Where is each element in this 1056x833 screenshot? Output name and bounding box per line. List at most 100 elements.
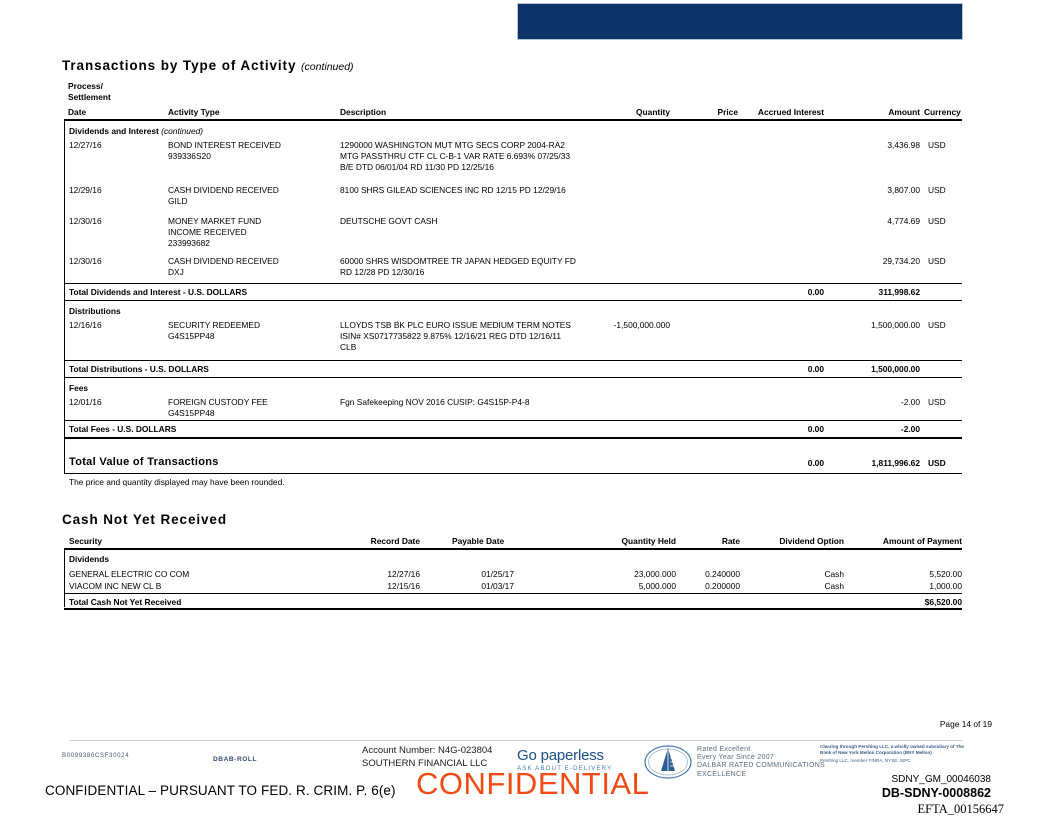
group-total-rule-top — [64, 283, 962, 284]
cnyr-amount-of-payment: 1,000.00 — [929, 581, 962, 591]
row-activity-line: G4S15PP48 — [168, 408, 215, 418]
row-activity-line: CASH DIVIDEND RECEIVED — [168, 185, 279, 195]
fees-total-rule-bottom — [64, 437, 962, 439]
legal-notice: CONFIDENTIAL – PURSUANT TO FED. R. CRIM.… — [45, 783, 396, 798]
dalbar-line-2: Every Year Since 2007 — [697, 754, 775, 762]
row-description-line: LLOYDS TSB BK PLC EURO ISSUE MEDIUM TERM… — [340, 320, 571, 330]
cnyr-record-date: 12/15/16 — [387, 581, 420, 591]
dalbar-line-4: EXCELLENCE — [697, 770, 747, 778]
bates-number-1: SDNY_GM_00046038 — [891, 774, 991, 785]
header-description: Description — [340, 107, 387, 117]
group-total-accrued: 0.00 — [807, 364, 824, 374]
group-total-rule-bottom — [64, 300, 962, 301]
grand-total-label: Total Value of Transactions — [69, 456, 219, 468]
bates-number-2: DB-SDNY-0008862 — [881, 786, 991, 800]
go-paperless-subtitle: ASK ABOUT E-DELIVERY — [517, 765, 613, 772]
cnyr-total-rule-bottom — [64, 608, 962, 610]
row-amount: 29,734.20 — [882, 256, 920, 266]
dalbar-seal-icon — [644, 745, 692, 779]
table-header-rule — [64, 119, 962, 121]
group-total-amount: -2.00 — [900, 424, 920, 434]
header-process-line1: Process/ — [68, 81, 103, 91]
table-left-border — [64, 119, 65, 474]
table-row: 12/29/16 — [69, 185, 102, 195]
go-paperless-block: Go paperless ASK ABOUT E-DELIVERY — [517, 747, 612, 772]
row-currency: USD — [928, 397, 946, 407]
page-number: Page 14 of 19 — [939, 719, 992, 729]
cnyr-dividend-option: Cash — [824, 569, 844, 579]
row-description-line: 8100 SHRS GILEAD SCIENCES INC RD 12/15 P… — [340, 185, 566, 195]
row-description-line: RD 12/28 PD 12/30/16 — [340, 267, 425, 277]
row-currency: USD — [928, 185, 946, 195]
dalbar-line-1: Rated Excellent — [697, 746, 751, 753]
cnyr-total-label: Total Cash Not Yet Received — [69, 597, 182, 607]
row-description-line: Fgn Safekeeping NOV 2016 CUSIP: G4S15P-P… — [340, 397, 530, 407]
row-activity-line: SECURITY REDEEMED — [168, 320, 260, 330]
footer-account-number: Account Number: N4G-023804 — [362, 745, 493, 756]
footer-account-name: SOUTHERN FINANCIAL LLC — [362, 758, 488, 769]
transactions-title-continued: (continued) — [301, 61, 354, 73]
group-total-label: Total Fees - U.S. DOLLARS — [69, 424, 177, 434]
grand-total-amount: 1,811,996.62 — [871, 458, 920, 468]
group-total-rule-bottom — [64, 377, 962, 378]
cnyr-header-quantity-held: Quantity Held — [621, 536, 676, 546]
dalbar-text-block: Rated Excellent Every Year Since 2007 DA… — [697, 746, 825, 779]
row-description-line: MTG PASSTHRU CTF CL C-B-1 VAR RATE 6.693… — [340, 151, 571, 161]
group-total-label: Total Distributions - U.S. DOLLARS — [69, 364, 209, 374]
row-quantity: -1,500,000.000 — [613, 320, 670, 330]
group-name-text: Distributions — [69, 306, 121, 316]
header-amount: Amount — [888, 107, 920, 117]
header-quantity: Quantity — [636, 107, 670, 117]
cnyr-quantity-held: 23,000.000 — [634, 569, 676, 579]
cnyr-header-dividend-option: Dividend Option — [779, 536, 844, 546]
group-label-fees: Fees — [69, 383, 88, 394]
cnyr-group-label-dividends: Dividends — [69, 554, 110, 564]
table-row: 12/30/16 — [69, 216, 102, 226]
table-row: 12/16/16 — [69, 320, 102, 330]
pershing-disclaimer: Clearing through Pershing LLC, a wholly … — [820, 744, 966, 765]
bates-number-3: EFTA_00156647 — [917, 802, 1005, 816]
header-blue-bar — [517, 3, 963, 40]
row-currency: USD — [928, 256, 946, 266]
cnyr-amount-of-payment: 5,520.00 — [929, 569, 962, 579]
confidential-stamp: CONFIDENTIAL — [416, 766, 650, 801]
row-currency: USD — [928, 216, 946, 226]
header-accrued-interest: Accrued Interest — [757, 107, 824, 117]
group-total-rule-top — [64, 360, 962, 361]
header-date-line3: Date — [68, 107, 87, 117]
cnyr-header-amount-of-payment: Amount of Payment — [882, 536, 962, 546]
row-description-line: DEUTSCHE GOVT CASH — [340, 216, 438, 226]
cnyr-payable-date: 01/25/17 — [481, 569, 514, 579]
table-row: 12/30/16 — [69, 256, 102, 266]
grand-total-rule — [64, 473, 962, 474]
list-item: VIACOM INC NEW CL B — [69, 581, 162, 591]
cnyr-payable-date: 01/03/17 — [481, 581, 514, 591]
table-row: 12/27/16 — [69, 140, 102, 150]
cnyr-quantity-held: 5,000.000 — [638, 581, 676, 591]
list-item: GENERAL ELECTRIC CO COM — [69, 569, 190, 579]
row-activity-line: G4S15PP48 — [168, 331, 215, 341]
row-amount: 1,500,000.00 — [871, 320, 920, 330]
row-activity-line: MONEY MARKET FUND — [168, 216, 262, 226]
cnyr-record-date: 12/27/16 — [387, 569, 420, 579]
row-description-line: ISIN# XS0717735822 9.875% 12/16/21 REG D… — [340, 331, 561, 341]
row-description-line: 60000 SHRS WISDOMTREE TR JAPAN HEDGED EQ… — [340, 256, 576, 266]
cash-not-yet-received-title: Cash Not Yet Received — [62, 512, 227, 527]
row-description-line: B/E DTD 06/01/04 RD 11/30 PD 12/25/16 — [340, 162, 494, 172]
group-name-text: Fees — [69, 383, 89, 393]
group-name-text: Dividends and Interest — [69, 126, 159, 136]
group-total-amount: 311,998.62 — [878, 287, 920, 297]
row-amount: 3,436.98 — [887, 140, 920, 150]
row-activity-line: 233993682 — [168, 238, 210, 248]
row-currency: USD — [928, 140, 946, 150]
footer-divider — [70, 740, 962, 741]
row-amount: 3,807.00 — [887, 185, 920, 195]
row-amount: 4,774.69 — [887, 216, 920, 226]
transactions-section-title: Transactions by Type of Activity (contin… — [62, 58, 354, 73]
group-total-amount: 1,500,000.00 — [871, 364, 920, 374]
row-activity-line: FOREIGN CUSTODY FEE — [168, 397, 268, 407]
group-label-distributions: Distributions — [69, 306, 121, 317]
footer-batch-code: B0099380CSF30024 — [62, 753, 130, 759]
dalbar-line-3: DALBAR RATED COMMUNICATIONS — [697, 762, 826, 770]
